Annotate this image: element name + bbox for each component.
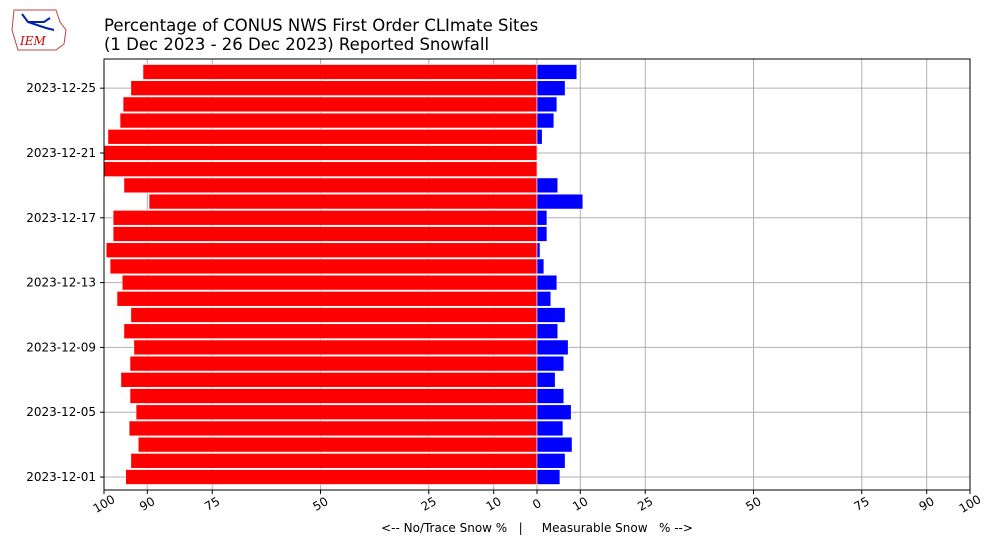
- bar: [133, 339, 538, 356]
- y-tick-label: 2023-12-01: [26, 470, 96, 484]
- bar: [536, 242, 541, 258]
- bar: [122, 96, 538, 113]
- bar: [536, 453, 566, 469]
- y-tick-label: 2023-12-13: [26, 276, 96, 290]
- bar: [536, 323, 559, 339]
- bar: [120, 372, 538, 388]
- y-tick-label: 2023-12-05: [26, 405, 96, 419]
- x-tick-label: 10: [484, 494, 504, 514]
- plot-frame: [103, 58, 971, 491]
- bar: [105, 242, 538, 258]
- bar: [130, 453, 538, 469]
- bar: [536, 404, 572, 420]
- bar: [107, 129, 538, 145]
- bar: [536, 226, 548, 242]
- y-tick-label: 2023-12-17: [26, 211, 96, 225]
- bar: [536, 420, 564, 437]
- x-tick-label: 100: [957, 492, 984, 516]
- bar: [130, 80, 538, 96]
- bar: [135, 404, 538, 420]
- logo-lines: [21, 13, 55, 31]
- bar: [536, 274, 558, 291]
- x-tick-label: 25: [419, 494, 439, 514]
- bar: [119, 112, 538, 129]
- bar: [112, 210, 538, 226]
- bar: [116, 291, 538, 307]
- x-tick-label: 90: [137, 494, 157, 514]
- x-tick-label: 50: [743, 494, 763, 514]
- x-tick-label: 100: [91, 492, 118, 516]
- bar: [536, 258, 545, 275]
- x-tick-label: 25: [635, 494, 655, 514]
- bar: [536, 193, 584, 210]
- bar: [129, 355, 538, 372]
- bar: [536, 177, 559, 194]
- x-tick-label: 75: [852, 494, 872, 514]
- bar: [123, 323, 538, 339]
- bar: [129, 388, 538, 404]
- bar: [536, 112, 555, 129]
- bar: [109, 258, 538, 275]
- bar: [536, 355, 565, 372]
- bar: [121, 274, 538, 291]
- x-tick-label: 50: [310, 494, 330, 514]
- bar: [112, 226, 538, 242]
- bar: [103, 161, 538, 177]
- y-tick-label: 2023-12-09: [26, 340, 96, 354]
- chart-subtitle: (1 Dec 2023 - 26 Dec 2023) Reported Snow…: [104, 35, 489, 54]
- y-tick-label: 2023-12-25: [26, 81, 96, 95]
- y-tick-label: 2023-12-21: [26, 146, 96, 160]
- bar: [128, 420, 538, 437]
- bar: [142, 64, 538, 80]
- x-tick-label: 0: [530, 496, 544, 512]
- bar: [536, 80, 566, 96]
- bar: [536, 210, 548, 226]
- bar: [536, 96, 558, 113]
- chart-title: Percentage of CONUS NWS First Order CLIm…: [104, 16, 538, 35]
- x-tick-label: 10: [570, 494, 590, 514]
- bar: [137, 436, 538, 453]
- bar: [130, 307, 538, 323]
- bar: [536, 307, 566, 323]
- bar: [536, 129, 543, 145]
- bar: [536, 372, 556, 388]
- bar: [536, 436, 573, 453]
- bar: [536, 64, 578, 80]
- logo: IEM: [11, 9, 67, 51]
- bar: [536, 291, 552, 307]
- x-tick-label: 75: [202, 494, 222, 514]
- logo-text: IEM: [19, 34, 47, 48]
- bar: [103, 145, 538, 161]
- bar: [148, 193, 538, 210]
- bar: [536, 339, 569, 356]
- bar: [123, 177, 538, 194]
- bar: [536, 388, 565, 404]
- x-axis-label: <-- No/Trace Snow % | Measurable Snow % …: [381, 521, 693, 535]
- bar: [536, 469, 561, 485]
- x-tick-label: 90: [917, 494, 937, 514]
- bar: [125, 469, 538, 485]
